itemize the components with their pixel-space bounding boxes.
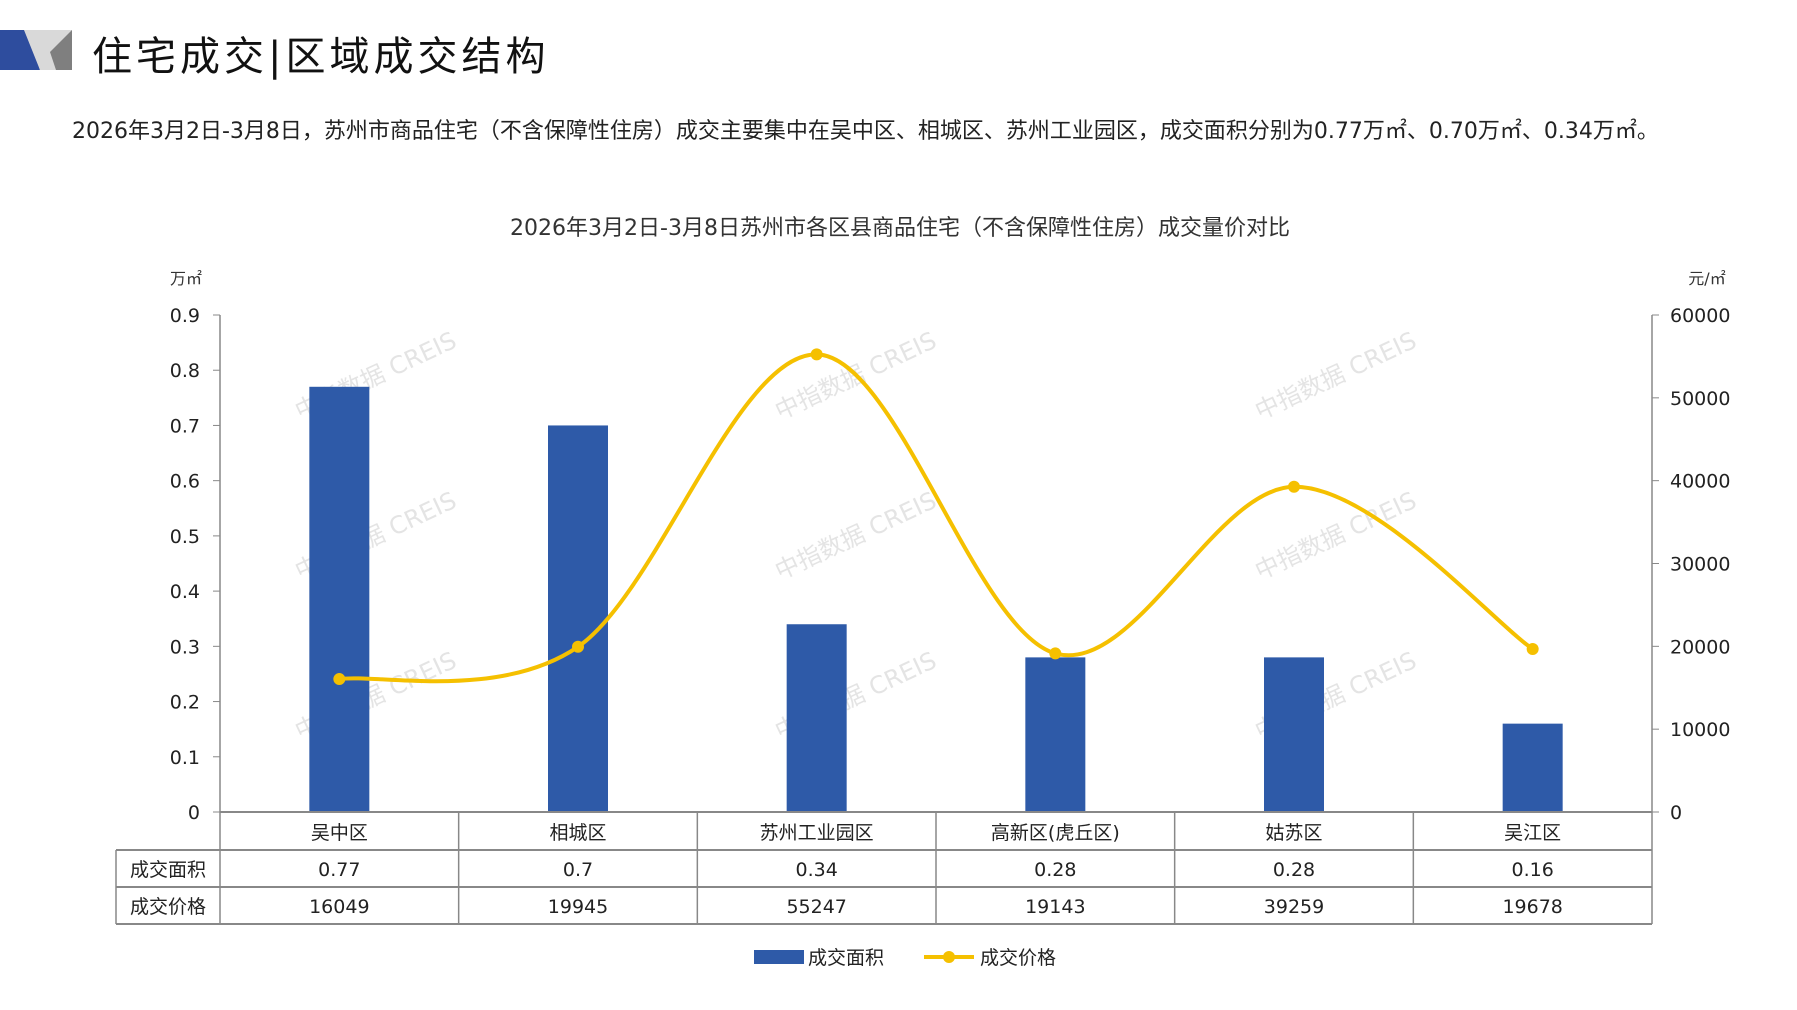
category-label: 苏州工业园区 [760, 822, 874, 844]
right-axis-unit: 元/㎡ [1688, 269, 1725, 288]
watermark: 中指数据 CREIS [1251, 326, 1421, 425]
left-tick-label: 0.5 [170, 526, 200, 548]
right-tick-label: 0 [1670, 802, 1682, 824]
page-title: 住宅成交|区域成交结构 [92, 34, 550, 80]
price-point-3 [1049, 647, 1062, 660]
bar-3 [1025, 657, 1086, 812]
legend-price-label: 成交价格 [980, 947, 1056, 969]
right-tick-label: 60000 [1670, 305, 1730, 327]
right-tick-label: 30000 [1670, 554, 1730, 576]
watermark: 中指数据 CREIS [771, 486, 941, 585]
price-point-2 [810, 348, 823, 361]
price-value: 19143 [1025, 896, 1085, 918]
right-tick-label: 10000 [1670, 719, 1730, 741]
area-value: 0.34 [796, 859, 838, 881]
left-axis-unit: 万㎡ [170, 269, 202, 288]
left-tick-label: 0.8 [170, 360, 200, 382]
bar-1 [548, 425, 608, 812]
chart-title: 2026年3月2日-3月8日苏州市各区县商品住宅（不含保障性住房）成交量价对比 [510, 216, 1290, 241]
legend-area-label: 成交面积 [808, 947, 884, 969]
header-decoration [0, 30, 72, 70]
right-tick-label: 40000 [1670, 471, 1730, 493]
left-tick-label: 0.1 [170, 747, 200, 769]
bar-4 [1264, 657, 1324, 812]
category-label: 吴江区 [1504, 822, 1561, 844]
left-tick-label: 0.3 [170, 636, 200, 658]
category-label: 相城区 [549, 822, 606, 844]
left-tick-label: 0.4 [170, 581, 200, 603]
category-label: 高新区(虎丘区) [991, 822, 1120, 844]
bar-0 [309, 386, 370, 812]
watermark: 中指数据 CREIS [1251, 486, 1421, 585]
area-value: 0.77 [318, 859, 360, 881]
price-value: 19945 [548, 896, 608, 918]
category-label: 吴中区 [311, 822, 368, 844]
bar-5 [1502, 723, 1563, 812]
legend-bar-swatch [754, 950, 804, 964]
area-value: 0.28 [1034, 859, 1076, 881]
row-header-price: 成交价格 [130, 896, 206, 918]
summary-text: 2026年3月2日-3月8日，苏州市商品住宅（不含保障性住房）成交主要集中在吴中… [72, 119, 1659, 144]
price-point-0 [333, 673, 346, 686]
area-value: 0.28 [1273, 859, 1315, 881]
price-value: 39259 [1264, 896, 1324, 918]
right-tick-label: 50000 [1670, 388, 1730, 410]
price-value: 19678 [1502, 896, 1562, 918]
left-tick-label: 0 [188, 802, 200, 824]
left-tick-label: 0.6 [170, 471, 200, 493]
left-tick-label: 0.7 [170, 415, 200, 437]
area-value: 0.7 [563, 859, 593, 881]
area-value: 0.16 [1512, 859, 1554, 881]
price-value: 16049 [309, 896, 369, 918]
row-header-area: 成交面积 [130, 859, 206, 881]
category-label: 姑苏区 [1265, 822, 1322, 844]
left-tick-label: 0.2 [170, 692, 200, 714]
left-tick-label: 0.9 [170, 305, 200, 327]
bar-2 [786, 624, 847, 812]
legend-line-marker [943, 951, 955, 963]
price-value: 55247 [786, 896, 846, 918]
price-point-4 [1288, 480, 1300, 493]
price-point-5 [1526, 643, 1539, 656]
price-point-1 [572, 640, 584, 653]
right-tick-label: 20000 [1670, 636, 1730, 658]
